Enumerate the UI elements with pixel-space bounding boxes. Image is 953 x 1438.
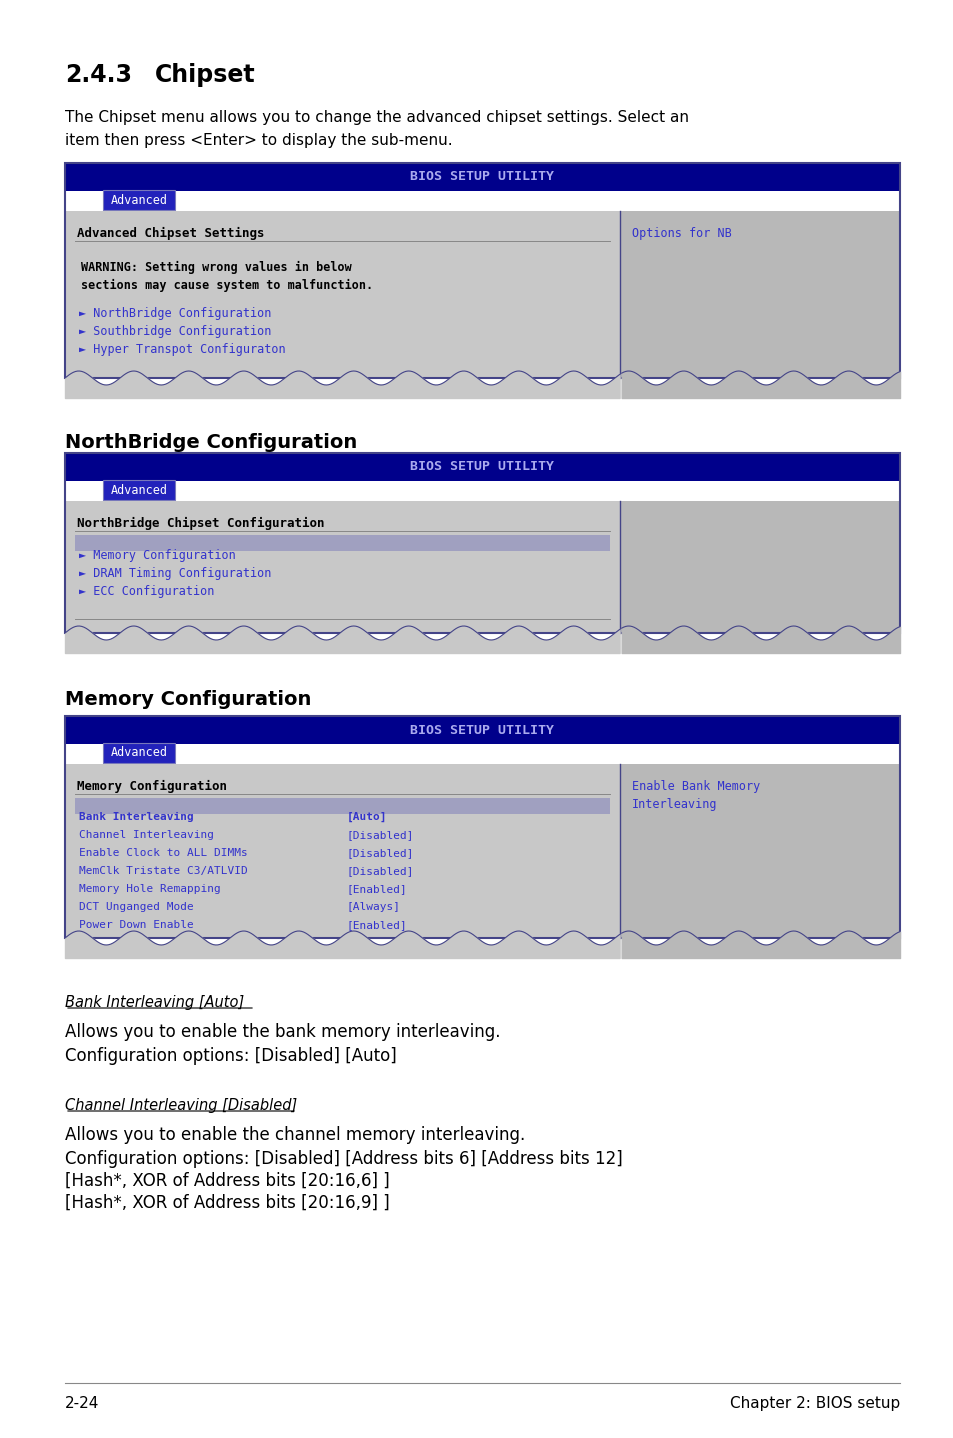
FancyBboxPatch shape — [75, 535, 609, 551]
Text: ► NorthBridge Configuration: ► NorthBridge Configuration — [79, 306, 271, 321]
Text: ► Southbridge Configuration: ► Southbridge Configuration — [79, 325, 271, 338]
Text: Memory Hole Remapping: Memory Hole Remapping — [79, 884, 220, 894]
Text: Chipset: Chipset — [154, 63, 255, 88]
FancyBboxPatch shape — [619, 500, 899, 633]
Text: ► DRAM Timing Configuration: ► DRAM Timing Configuration — [79, 567, 271, 580]
Text: BIOS SETUP UTILITY: BIOS SETUP UTILITY — [410, 171, 554, 184]
FancyBboxPatch shape — [65, 500, 619, 633]
Text: Enable Clock to ALL DIMMs: Enable Clock to ALL DIMMs — [79, 848, 248, 858]
Text: Channel Interleaving [Disabled]: Channel Interleaving [Disabled] — [65, 1099, 297, 1113]
Text: 2-24: 2-24 — [65, 1396, 99, 1411]
Text: [Enabled]: [Enabled] — [347, 920, 407, 930]
FancyBboxPatch shape — [65, 211, 619, 378]
Text: Advanced: Advanced — [111, 194, 168, 207]
FancyBboxPatch shape — [619, 764, 899, 938]
Text: WARNING: Setting wrong values in below
sections may cause system to malfunction.: WARNING: Setting wrong values in below s… — [81, 262, 373, 292]
Text: NorthBridge Configuration: NorthBridge Configuration — [65, 433, 356, 452]
Text: 2.4.3: 2.4.3 — [65, 63, 132, 88]
Text: Allows you to enable the bank memory interleaving.: Allows you to enable the bank memory int… — [65, 1022, 500, 1041]
Text: [Auto]: [Auto] — [347, 812, 387, 823]
Text: Options for NB: Options for NB — [631, 227, 731, 240]
FancyBboxPatch shape — [103, 480, 174, 500]
Text: MemClk Tristate C3/ATLVID: MemClk Tristate C3/ATLVID — [79, 866, 248, 876]
FancyBboxPatch shape — [65, 453, 899, 480]
Text: Allows you to enable the channel memory interleaving.: Allows you to enable the channel memory … — [65, 1126, 525, 1145]
Text: Memory Configuration: Memory Configuration — [77, 779, 227, 794]
FancyBboxPatch shape — [619, 211, 899, 378]
FancyBboxPatch shape — [75, 798, 609, 814]
Text: BIOS SETUP UTILITY: BIOS SETUP UTILITY — [410, 723, 554, 736]
Text: ► ECC Configuration: ► ECC Configuration — [79, 585, 214, 598]
Text: Configuration options: [Disabled] [Address bits 6] [Address bits 12]: Configuration options: [Disabled] [Addre… — [65, 1150, 622, 1168]
Text: [Disabled]: [Disabled] — [347, 848, 414, 858]
Text: [Disabled]: [Disabled] — [347, 866, 414, 876]
Text: Advanced: Advanced — [111, 483, 168, 496]
Text: [Hash*, XOR of Address bits [20:16,6] ]: [Hash*, XOR of Address bits [20:16,6] ] — [65, 1172, 390, 1191]
Text: NorthBridge Chipset Configuration: NorthBridge Chipset Configuration — [77, 518, 324, 531]
Text: Channel Interleaving: Channel Interleaving — [79, 830, 213, 840]
FancyBboxPatch shape — [65, 764, 619, 938]
Text: Memory Configuration: Memory Configuration — [65, 690, 311, 709]
Text: Advanced Chipset Settings: Advanced Chipset Settings — [77, 227, 264, 240]
Text: [Hash*, XOR of Address bits [20:16,9] ]: [Hash*, XOR of Address bits [20:16,9] ] — [65, 1194, 390, 1212]
Text: [Enabled]: [Enabled] — [347, 884, 407, 894]
FancyBboxPatch shape — [103, 743, 174, 764]
Text: BIOS SETUP UTILITY: BIOS SETUP UTILITY — [410, 460, 554, 473]
Text: DCT Unganged Mode: DCT Unganged Mode — [79, 902, 193, 912]
Text: ► Hyper Transpot Configuraton: ► Hyper Transpot Configuraton — [79, 344, 285, 357]
FancyBboxPatch shape — [65, 716, 899, 743]
Text: ► Memory Configuration: ► Memory Configuration — [79, 549, 235, 562]
Text: Enable Bank Memory
Interleaving: Enable Bank Memory Interleaving — [631, 779, 760, 811]
Text: Power Down Enable: Power Down Enable — [79, 920, 193, 930]
Text: The Chipset menu allows you to change the advanced chipset settings. Select an
i: The Chipset menu allows you to change th… — [65, 109, 688, 148]
Text: [Always]: [Always] — [347, 902, 400, 912]
Text: Chapter 2: BIOS setup: Chapter 2: BIOS setup — [729, 1396, 899, 1411]
Text: [Disabled]: [Disabled] — [347, 830, 414, 840]
Text: Bank Interleaving [Auto]: Bank Interleaving [Auto] — [65, 995, 244, 1009]
Text: Bank Interleaving: Bank Interleaving — [79, 812, 193, 823]
FancyBboxPatch shape — [103, 190, 174, 210]
Text: Configuration options: [Disabled] [Auto]: Configuration options: [Disabled] [Auto] — [65, 1047, 396, 1066]
FancyBboxPatch shape — [65, 162, 899, 191]
Text: Advanced: Advanced — [111, 746, 168, 759]
